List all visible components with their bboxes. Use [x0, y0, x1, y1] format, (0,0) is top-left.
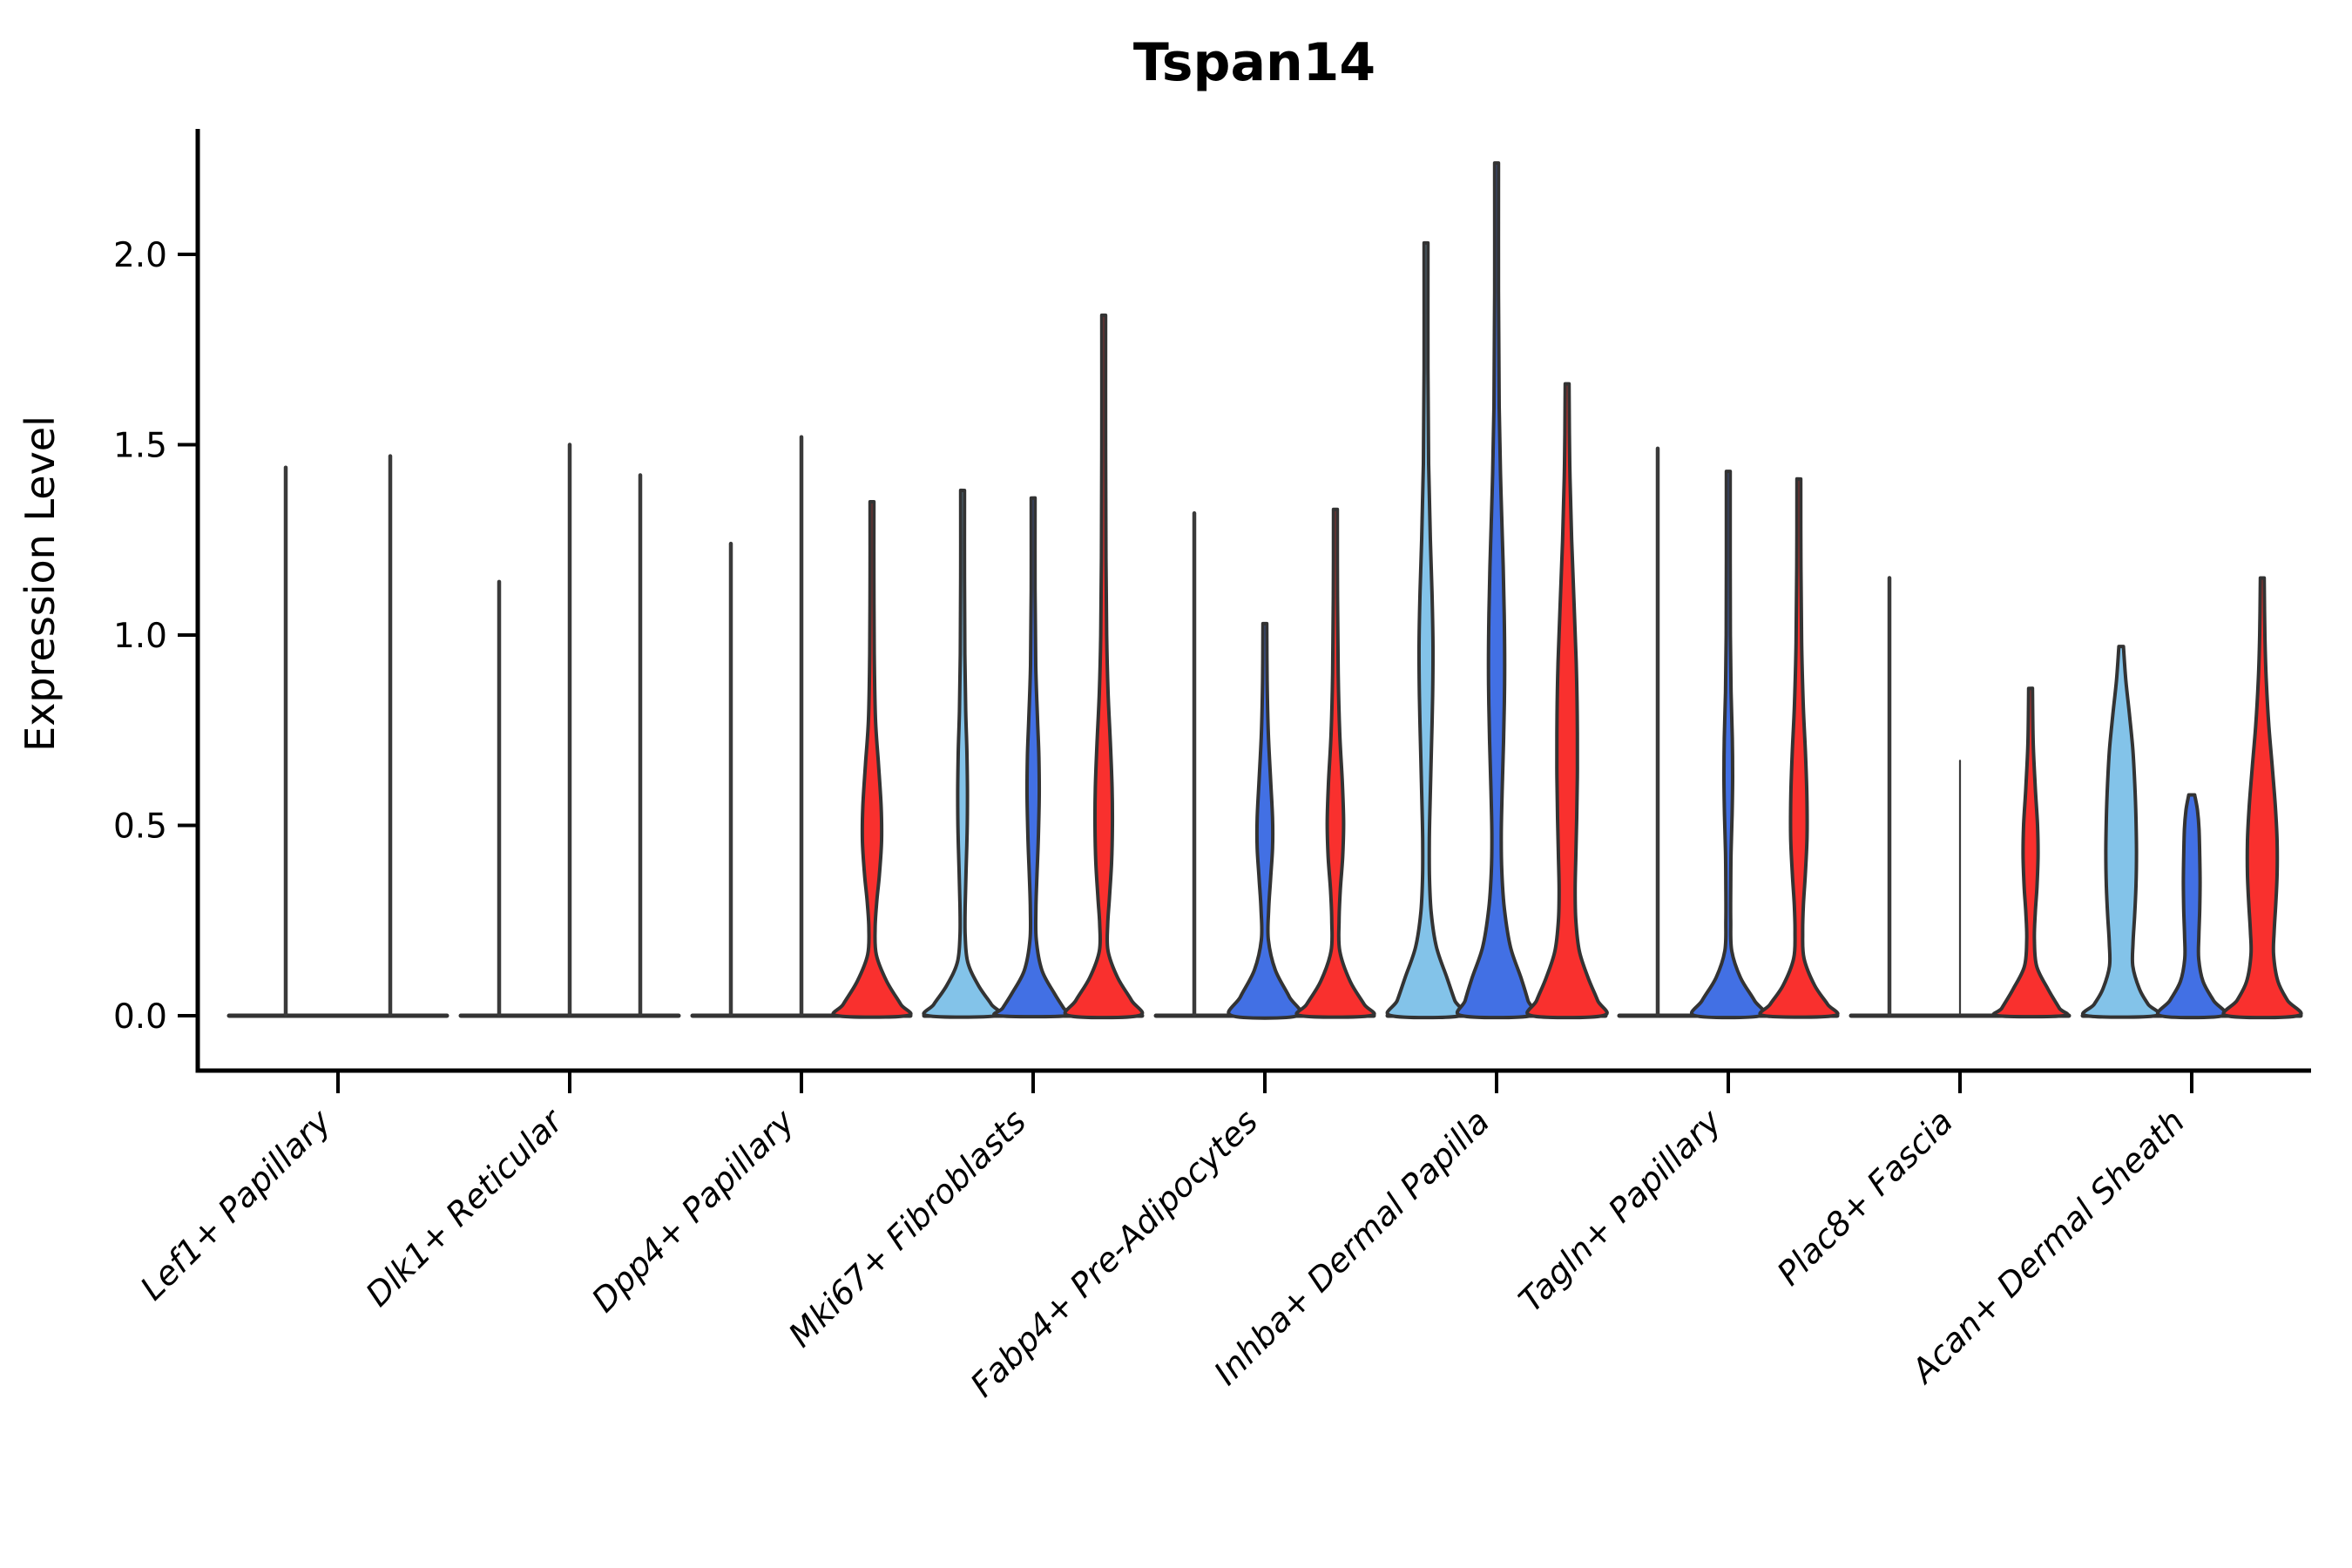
violin-4-2 — [992, 496, 1074, 1019]
violin-9-1 — [2080, 645, 2162, 1019]
y-tick-label: 1.5 — [113, 427, 167, 466]
violins-layer — [283, 161, 2303, 1020]
x-tick-label-9: Acan+ Dermal Sheath — [1903, 1102, 2193, 1392]
violin-6-3 — [1525, 382, 1609, 1020]
violin-7-2 — [1689, 470, 1767, 1020]
x-tick-label-4: Mki67+ Fibroblasts — [781, 1102, 1034, 1355]
violin-7-3 — [1758, 476, 1840, 1019]
violin-4-1 — [922, 488, 1004, 1019]
violin-5-3 — [1294, 507, 1376, 1019]
violin-8-3 — [1991, 686, 2070, 1019]
x-tick-label-1: Lef1+ Papillary — [133, 1102, 339, 1308]
violin-4-3 — [1063, 313, 1145, 1020]
x-tick-label-2: Dlk1+ Reticular — [358, 1101, 571, 1315]
x-tick-label-6: Inhba+ Dermal Papilla — [1206, 1102, 1497, 1392]
x-tick-label-7: Tagln+ Papillary — [1511, 1102, 1729, 1320]
chart-title: Tspan14 — [1133, 32, 1375, 93]
y-axis-label: Expression Level — [17, 416, 64, 752]
y-tick-label: 1.0 — [113, 617, 167, 656]
x-tick-label-8: Plac8+ Fascia — [1770, 1102, 1961, 1293]
violin-5-2 — [1227, 621, 1303, 1020]
y-tick-label: 0.5 — [113, 808, 167, 847]
violin-6-2 — [1455, 161, 1538, 1020]
violin-9-2 — [2155, 793, 2228, 1020]
y-tick-label: 2.0 — [113, 236, 167, 275]
violin-6-1 — [1385, 240, 1467, 1020]
violin-3-3 — [831, 500, 913, 1019]
y-tick-label: 0.0 — [113, 997, 167, 1037]
axes-layer — [178, 129, 2311, 1093]
x-tick-label-3: Dpp4+ Papillary — [585, 1102, 802, 1320]
violin-9-3 — [2221, 576, 2303, 1020]
